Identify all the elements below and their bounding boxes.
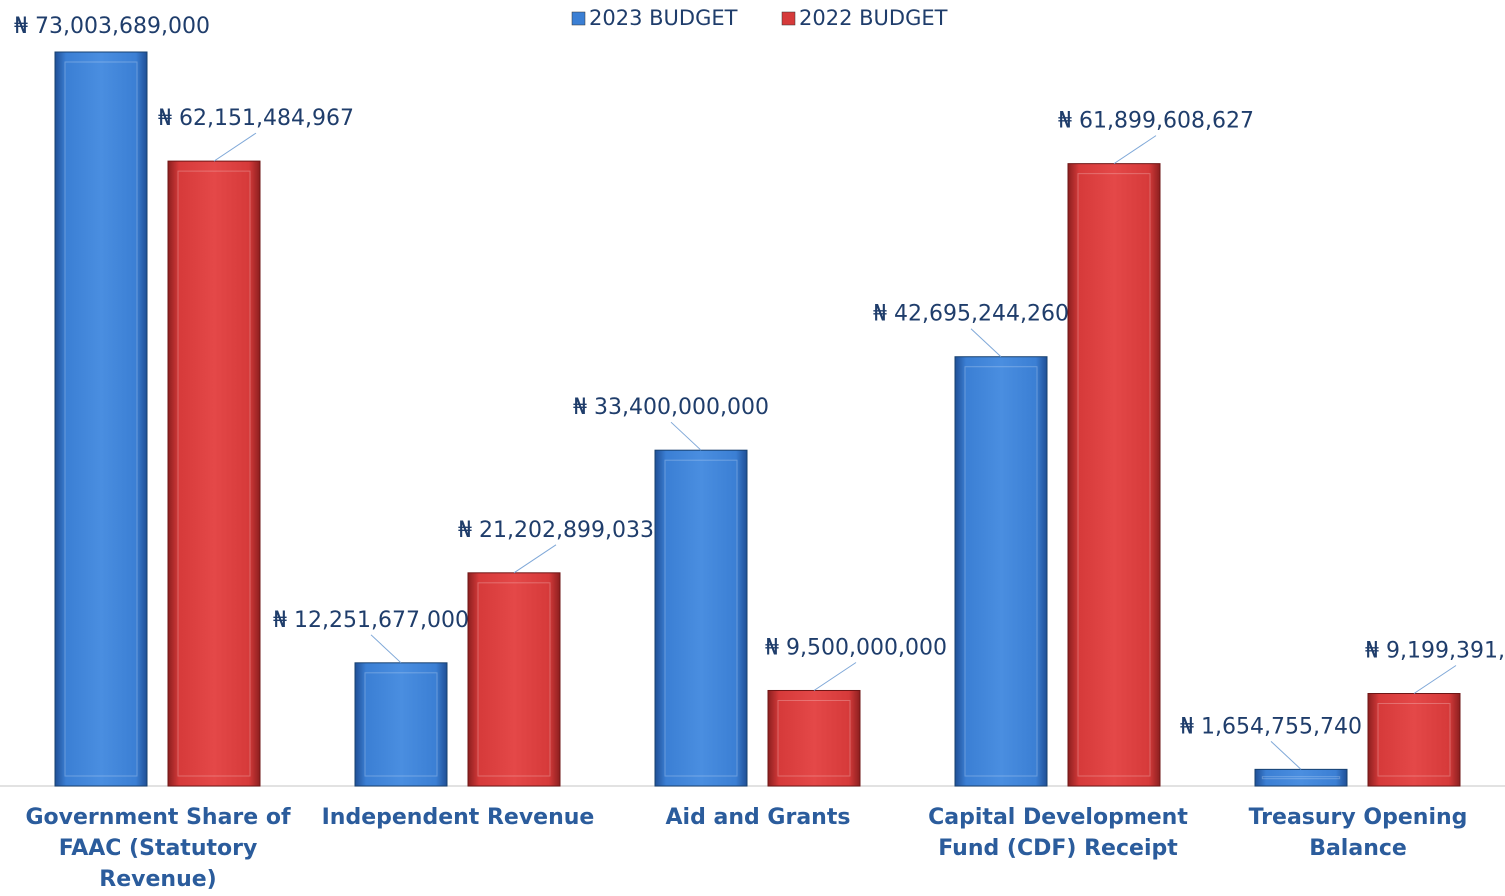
value-label: ₦ 9,199,391,373 — [1365, 639, 1505, 664]
value-label: ₦ 33,400,000,000 — [573, 395, 769, 420]
leader-line — [970, 328, 1002, 358]
leader-line — [1113, 135, 1157, 165]
bar-bevel — [777, 699, 851, 777]
bar-bevel — [477, 582, 551, 777]
bar-bevel — [64, 61, 138, 777]
legend-swatch — [781, 11, 796, 26]
legend-label: 2023 BUDGET — [589, 6, 738, 30]
leader-line — [513, 544, 557, 574]
bar — [354, 662, 448, 787]
bar-bevel — [364, 672, 438, 777]
bar-bevel — [1377, 703, 1451, 777]
value-label: ₦ 62,151,484,967 — [158, 106, 354, 131]
bar — [1067, 163, 1161, 787]
leader-line — [670, 421, 702, 451]
value-label: ₦ 12,251,677,000 — [273, 608, 469, 633]
value-label: ₦ 73,003,689,000 — [14, 14, 210, 39]
bar — [654, 449, 748, 787]
bar-bevel — [1261, 776, 1341, 780]
bar — [54, 51, 148, 787]
category-label: Treasury Opening Balance — [1248, 805, 1468, 861]
leader-line — [370, 634, 402, 664]
value-label: ₦ 21,202,899,033 — [458, 518, 654, 543]
legend-label: 2022 BUDGET — [799, 6, 948, 30]
bar — [767, 689, 861, 787]
bar-bevel — [1077, 173, 1151, 777]
bar — [167, 160, 261, 787]
category-label: Capital Development Fund (CDF) Receipt — [928, 805, 1188, 861]
category-label: Government Share of FAAC (Statutory Reve… — [25, 805, 291, 892]
value-label: ₦ 9,500,000,000 — [765, 635, 947, 660]
leader-line — [1413, 665, 1457, 694]
bar — [1254, 768, 1348, 787]
category-label: Independent Revenue — [321, 805, 595, 830]
bar-bevel — [664, 459, 738, 777]
leader-line — [813, 662, 857, 691]
value-label: ₦ 61,899,608,627 — [1058, 109, 1254, 134]
bar — [954, 356, 1048, 787]
category-label: Aid and Grants — [665, 805, 851, 830]
bar-bevel — [177, 170, 251, 777]
value-label: ₦ 1,654,755,740 — [1180, 714, 1362, 739]
legend-swatch — [571, 11, 586, 26]
leader-line — [1270, 740, 1302, 770]
bar-bevel — [964, 366, 1038, 777]
bar — [1367, 693, 1461, 787]
value-label: ₦ 42,695,244,260 — [873, 302, 1069, 327]
leader-line — [213, 132, 257, 162]
bar — [467, 572, 561, 787]
